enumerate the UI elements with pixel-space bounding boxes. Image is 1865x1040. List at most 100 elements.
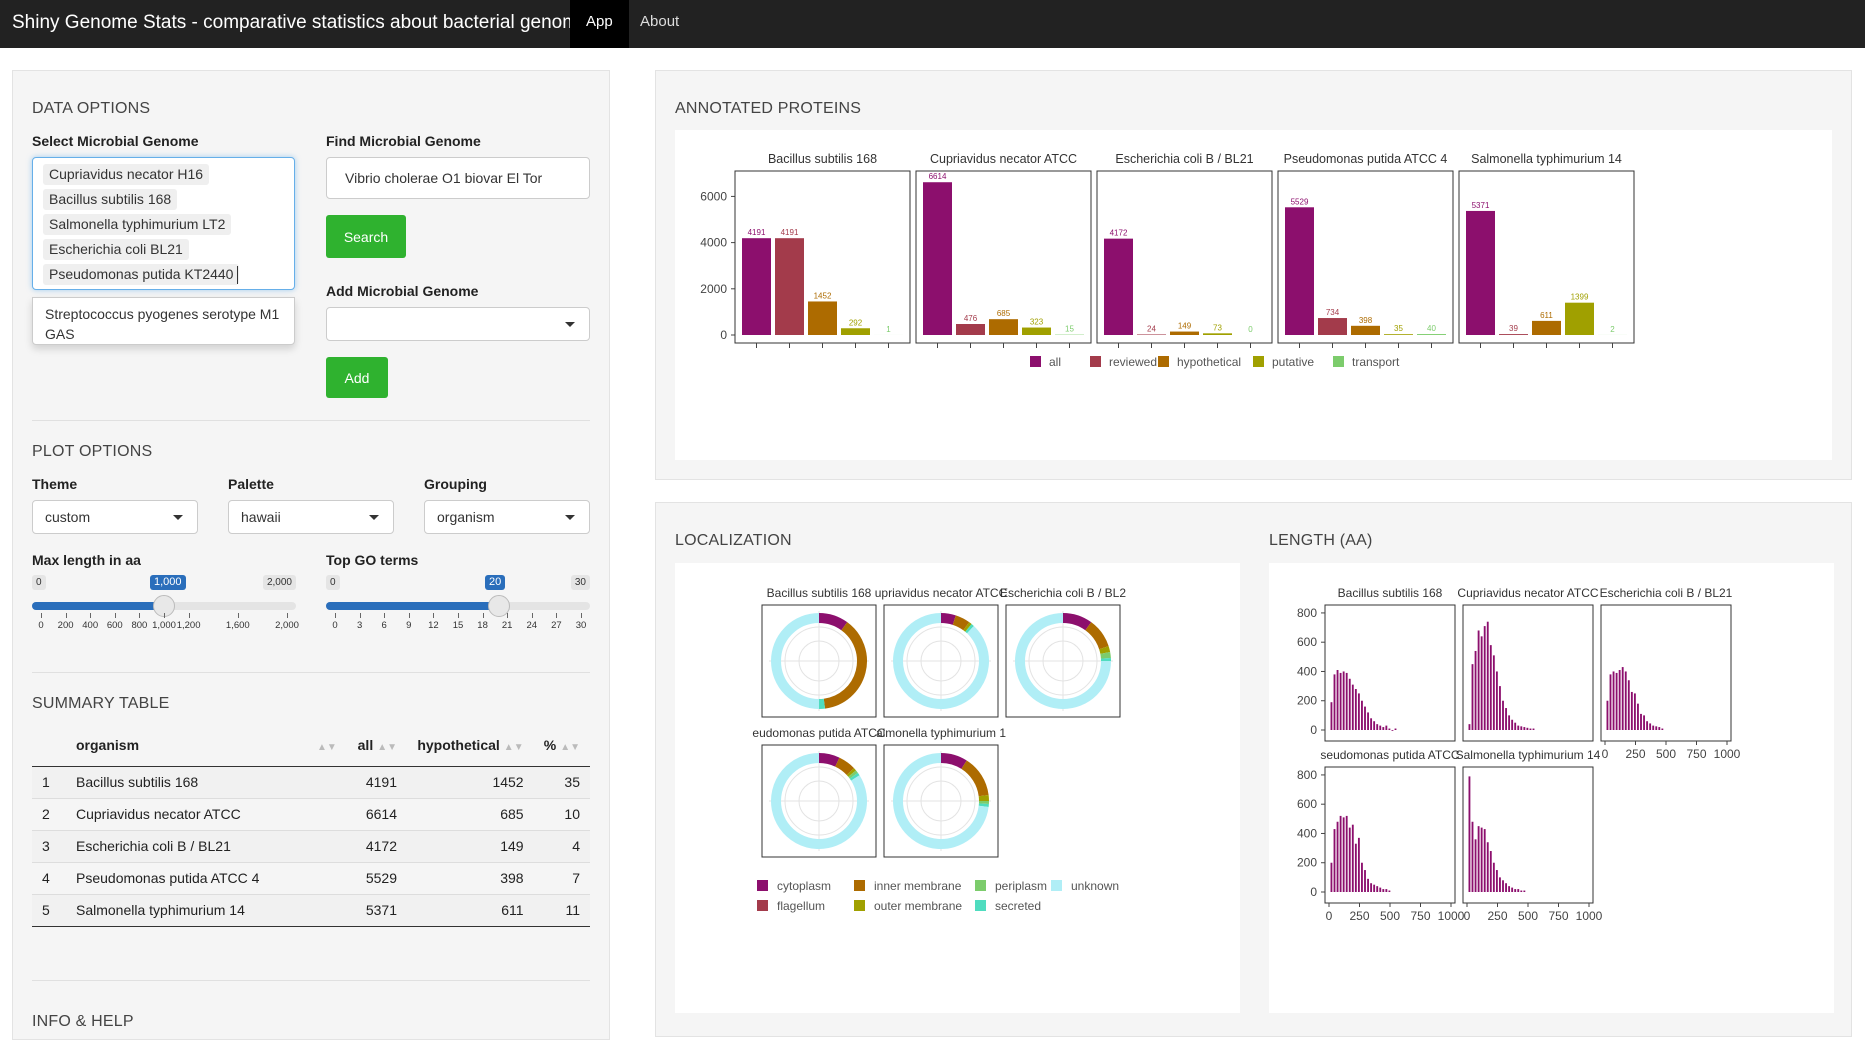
table-row[interactable]: 4 Pseudomonas putida ATCC 4 5529 398 7 (32, 862, 590, 894)
genome-dropdown-option[interactable]: Streptococcus pyogenes serotype M1 GAS (32, 297, 295, 345)
slider-tick-label: 1,000 (152, 620, 176, 631)
histogram-bar (1346, 816, 1348, 892)
table-row[interactable]: 3 Escherichia coli B / BL21 4172 149 4 (32, 830, 590, 862)
topgo-label: Top GO terms (326, 552, 418, 568)
genome-multiselect[interactable]: Cupriavidus necator H16 Bacillus subtili… (32, 157, 295, 290)
table-row[interactable]: 2 Cupriavidus necator ATCC 6614 685 10 (32, 798, 590, 830)
search-button[interactable]: Search (326, 215, 406, 258)
selected-genome-chip[interactable]: Escherichia coli BL21 (43, 239, 189, 260)
bar-label: 73 (1213, 323, 1222, 332)
legend-label: transport (1352, 355, 1400, 369)
sort-icon[interactable]: ▲▼ (560, 742, 580, 753)
cell-percent: 7 (534, 862, 590, 894)
slider-tick-label: 800 (131, 620, 147, 631)
x-tick-label: 500 (1518, 909, 1538, 923)
col-index-header (32, 724, 66, 766)
selected-genome-chip[interactable]: Pseudomonas putida KT2440 (43, 264, 239, 285)
x-tick-label: 250 (1625, 747, 1645, 761)
cell-index: 1 (32, 766, 66, 798)
col-organism-label: organism (76, 737, 139, 753)
find-genome-input[interactable]: Vibrio cholerae O1 biovar El Tor (326, 157, 590, 199)
slider-tick (433, 613, 434, 618)
slider-tick (581, 613, 582, 618)
cell-hypothetical: 685 (407, 798, 534, 830)
bar-label: 24 (1147, 324, 1156, 333)
slider-tick-label: 0 (332, 620, 337, 631)
histogram-bar (1382, 727, 1384, 730)
cell-organism: Salmonella typhimurium 14 (66, 894, 348, 926)
histogram-bar (1376, 724, 1378, 730)
table-row[interactable]: 5 Salmonella typhimurium 14 5371 611 11 (32, 894, 590, 926)
slider-tick (335, 613, 336, 618)
histogram-bar (1517, 889, 1519, 892)
donut-slice (819, 758, 837, 762)
bar-label: 4191 (781, 228, 799, 237)
bar (989, 319, 1018, 335)
tab-app[interactable]: App (570, 0, 629, 48)
histogram-bar (1622, 667, 1624, 730)
theme-label: Theme (32, 476, 77, 492)
length-title: LENGTH (AA) (1269, 532, 1373, 550)
histogram-bar (1661, 729, 1663, 730)
bar (1466, 211, 1495, 335)
slider-tick-label: 3 (357, 620, 362, 631)
col-organism-header[interactable]: organism ▲▼ (66, 724, 348, 766)
sort-icon[interactable]: ▲▼ (377, 742, 397, 753)
add-genome-select[interactable] (326, 307, 590, 341)
facet-title: Escherichia coli B / BL2 (1000, 586, 1126, 600)
col-percent-header[interactable]: %▲▼ (534, 724, 590, 766)
slider-tick-label: 0 (38, 620, 43, 631)
slider-tick-label: 6 (382, 620, 387, 631)
col-all-label: all (358, 737, 374, 753)
table-row[interactable]: 1 Bacillus subtilis 168 4191 1452 35 (32, 766, 590, 798)
histogram-bar (1643, 715, 1645, 730)
selected-genome-chip[interactable]: Salmonella typhimurium LT2 (43, 214, 231, 235)
histogram-bar (1502, 701, 1504, 730)
histogram-bar (1640, 714, 1642, 730)
bar-label: 39 (1509, 324, 1518, 333)
donut-slice (966, 626, 968, 628)
slider-tick (189, 613, 190, 618)
col-hypothetical-header[interactable]: hypothetical▲▼ (407, 724, 534, 766)
histogram-bar (1349, 679, 1351, 730)
bar (1022, 328, 1051, 335)
palette-label: Palette (228, 476, 274, 492)
cell-all: 6614 (348, 798, 408, 830)
histogram-bar (1616, 673, 1618, 730)
col-all-header[interactable]: all▲▼ (348, 724, 408, 766)
legend-label: putative (1272, 355, 1314, 369)
histogram-bar (1361, 701, 1363, 730)
sort-icon[interactable]: ▲▼ (504, 742, 524, 753)
cell-percent: 10 (534, 798, 590, 830)
bar (1137, 334, 1166, 335)
cell-index: 4 (32, 862, 66, 894)
theme-select[interactable]: custom (32, 500, 198, 534)
slider-max-label: 30 (571, 575, 590, 590)
bar (775, 238, 804, 335)
selected-genome-chip[interactable]: Cupriavidus necator H16 (43, 164, 209, 185)
find-genome-label: Find Microbial Genome (326, 133, 481, 149)
bar-label: 1399 (1571, 293, 1589, 302)
x-tick-label: 1000 (1576, 909, 1603, 923)
tab-about[interactable]: About (624, 0, 695, 48)
histogram-bar (1355, 844, 1357, 892)
grouping-select[interactable]: organism (424, 500, 590, 534)
histogram-bar (1610, 674, 1612, 730)
palette-select[interactable]: hawaii (228, 500, 394, 534)
grouping-value: organism (437, 509, 495, 525)
divider (32, 672, 590, 673)
bar (1351, 326, 1380, 335)
slider-tick-label: 400 (82, 620, 98, 631)
legend-label: cytoplasm (777, 879, 831, 893)
add-button[interactable]: Add (326, 357, 388, 398)
donut-slice (854, 776, 856, 778)
selected-genome-chip[interactable]: Bacillus subtilis 168 (43, 189, 177, 210)
legend-label: inner membrane (874, 879, 962, 893)
facet-title: Cupriavidus necator ATCC (930, 152, 1077, 166)
donut-slice (1105, 653, 1106, 658)
histogram-bar (1520, 891, 1522, 892)
sort-icon[interactable]: ▲▼ (317, 742, 337, 753)
